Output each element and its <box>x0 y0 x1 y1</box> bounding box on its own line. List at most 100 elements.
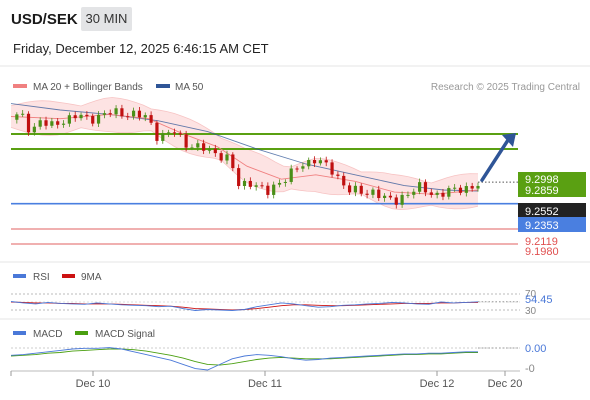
candle-body <box>143 115 147 118</box>
candle-body <box>178 133 182 135</box>
forecast-arrow-head <box>502 133 516 148</box>
ma50-legend-swatch <box>156 84 170 88</box>
credit-label: Research © 2025 Trading Central <box>431 82 580 93</box>
rsi-legend-label: RSI <box>33 272 50 283</box>
candle-body <box>155 122 159 141</box>
candle-body <box>400 194 404 205</box>
ma20-legend-label: MA 20 + Bollinger Bands <box>33 82 143 93</box>
candle-body <box>38 120 42 127</box>
candle-body <box>429 192 433 195</box>
candle-body <box>307 159 311 167</box>
support-1-label: 9.2119 <box>525 236 558 248</box>
candle-body <box>56 121 60 125</box>
candle-body <box>330 162 334 175</box>
candle-body <box>225 154 229 161</box>
macd-lines <box>10 347 520 371</box>
candle-body <box>423 182 428 193</box>
macd-signal-line <box>10 348 478 366</box>
candle-body <box>388 195 393 198</box>
chart-header: USD/SEK 30 MIN Friday, December 12, 2025… <box>0 0 590 66</box>
macd-signal-legend-swatch <box>75 331 88 335</box>
candle-body <box>67 115 71 124</box>
candle-body <box>359 185 363 194</box>
candle-body <box>266 185 270 195</box>
key-levels <box>11 133 518 245</box>
candle-body <box>301 166 305 169</box>
ma20-legend-swatch <box>13 84 27 88</box>
ma20-line <box>10 113 479 195</box>
candle-body <box>342 175 346 186</box>
candle-body <box>470 186 474 189</box>
candle-body <box>336 174 340 176</box>
candle-body <box>73 115 77 119</box>
macd-legend-label: MACD <box>33 329 62 340</box>
candle-body <box>295 168 299 170</box>
candle-body <box>289 168 293 182</box>
candle-body <box>476 185 480 189</box>
candle-body <box>441 192 445 197</box>
candle-body <box>126 116 130 118</box>
rsi-lines <box>10 301 520 311</box>
candle-body <box>196 143 200 148</box>
candle-body <box>272 184 276 195</box>
candle-body <box>120 108 124 117</box>
macd-value-label: 0.00 <box>525 343 546 355</box>
candle-body <box>15 114 19 120</box>
candle-body <box>248 180 252 187</box>
candle-body <box>447 188 451 197</box>
candle-body <box>85 114 89 117</box>
timeframe-button[interactable]: 30 MIN <box>81 7 132 31</box>
candle-body <box>213 148 217 154</box>
candle-body <box>190 147 194 149</box>
candle-body <box>21 113 25 115</box>
candle-body <box>26 113 31 133</box>
candle-body <box>114 108 118 115</box>
candle-body <box>137 110 142 118</box>
candle-body <box>435 192 439 195</box>
candle-body <box>464 186 468 193</box>
candle-body <box>131 110 136 117</box>
candle-body <box>237 168 241 187</box>
candle-body <box>394 197 398 205</box>
rsi-value-label: 54.45 <box>525 294 553 306</box>
candle-body <box>44 120 48 126</box>
x-tick-label: Dec 20 <box>488 378 523 390</box>
x-tick-label: Dec 12 <box>420 378 455 390</box>
resistance-2-label: 9.2859 <box>525 185 559 197</box>
candle-body <box>184 134 188 148</box>
x-tick-label: Dec 10 <box>76 378 111 390</box>
candle-body <box>231 154 235 169</box>
pivot-tag <box>518 217 586 232</box>
candle-body <box>79 114 83 119</box>
candle-body <box>312 159 317 164</box>
forecast-arrow <box>480 133 516 182</box>
candle-body <box>172 132 177 134</box>
candle-body <box>242 180 247 187</box>
rsi-line <box>10 301 479 311</box>
candle-body <box>219 153 223 161</box>
candle-body <box>277 182 282 185</box>
candle-body <box>161 133 165 141</box>
candle-body <box>383 195 387 199</box>
macd-line <box>10 347 478 371</box>
candle-body <box>406 194 410 196</box>
moving-averages <box>10 103 479 195</box>
candle-body <box>61 123 66 125</box>
ma50-line <box>10 103 479 192</box>
bollinger-band-fill <box>11 97 478 210</box>
resistance-2-tag <box>518 184 586 197</box>
candle-body <box>260 185 264 187</box>
last-price-tag <box>518 203 586 218</box>
candle-body <box>318 160 322 164</box>
datetime-label: Friday, December 12, 2025 6:46:15 AM CET <box>13 41 269 56</box>
candle-body <box>207 148 212 151</box>
candle-body <box>377 189 381 199</box>
macd-axis-low: -0 <box>525 363 535 375</box>
rsi-ma-legend-label: 9MA <box>81 272 102 283</box>
rsi-level-high: 70 <box>525 289 537 300</box>
candle-body <box>108 113 112 115</box>
rsi-level-low: 30 <box>525 306 537 317</box>
candle-body <box>91 116 95 124</box>
resistance-1-label: 9.2998 <box>525 174 559 186</box>
